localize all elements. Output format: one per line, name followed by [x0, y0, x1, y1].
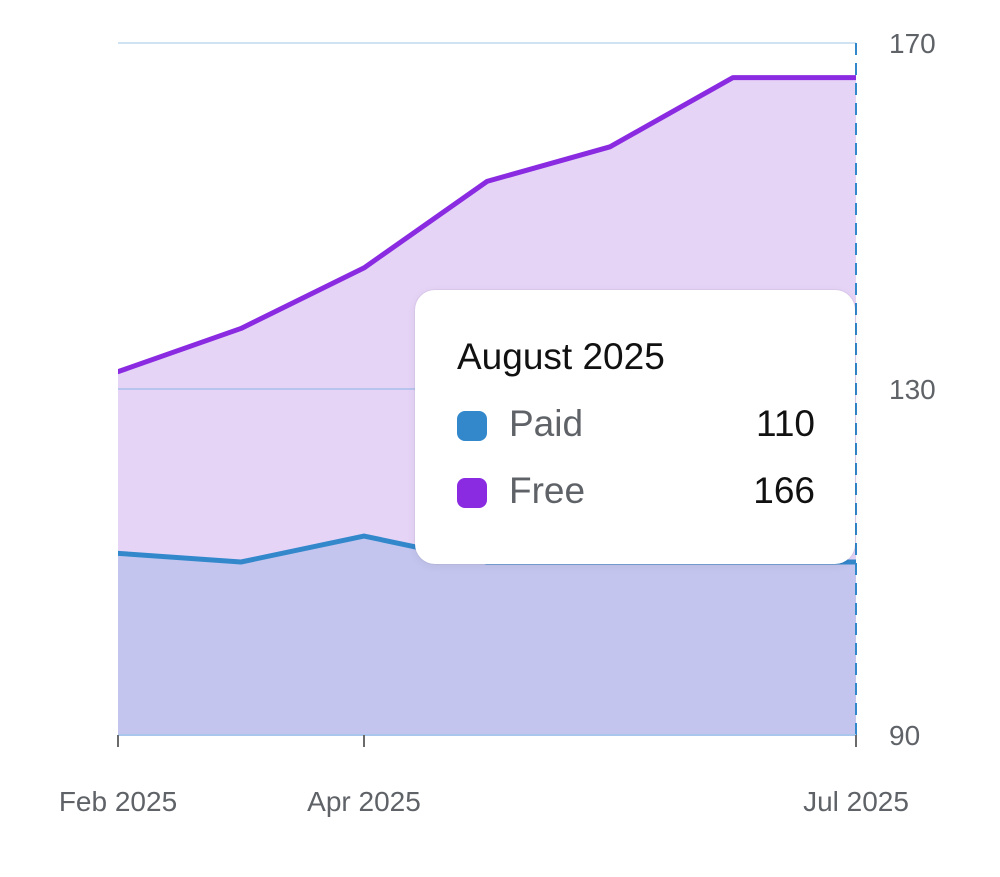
hover-tooltip: August 2025 Paid 110 Free 166 [415, 290, 855, 564]
series-line-free [118, 75, 856, 375]
tooltip-series-name: Free [509, 470, 586, 511]
y-tick-label: 90 [889, 720, 920, 751]
tooltip-series-value: 110 [756, 403, 815, 444]
y-tick-label: 130 [889, 374, 936, 405]
y-axis: 90 130 170 [889, 28, 936, 751]
tooltip-series-name: Paid [509, 403, 584, 444]
tooltip-row-paid: Paid 110 [457, 403, 815, 449]
tooltip-series-value: 166 [753, 470, 815, 511]
x-tick-label: Apr 2025 [307, 786, 421, 817]
x-tick-label: Feb 2025 [59, 786, 177, 817]
series-area-paid [118, 536, 856, 735]
x-axis: Feb 2025 Apr 2025 Jul 2025 [59, 734, 909, 817]
tooltip-title: August 2025 [457, 336, 665, 377]
y-tick-label: 170 [889, 28, 936, 59]
x-tick-label: Jul 2025 [803, 786, 909, 817]
paid-swatch-icon [457, 411, 487, 441]
tooltip-row-free: Free 166 [457, 470, 815, 516]
free-swatch-icon [457, 478, 487, 508]
